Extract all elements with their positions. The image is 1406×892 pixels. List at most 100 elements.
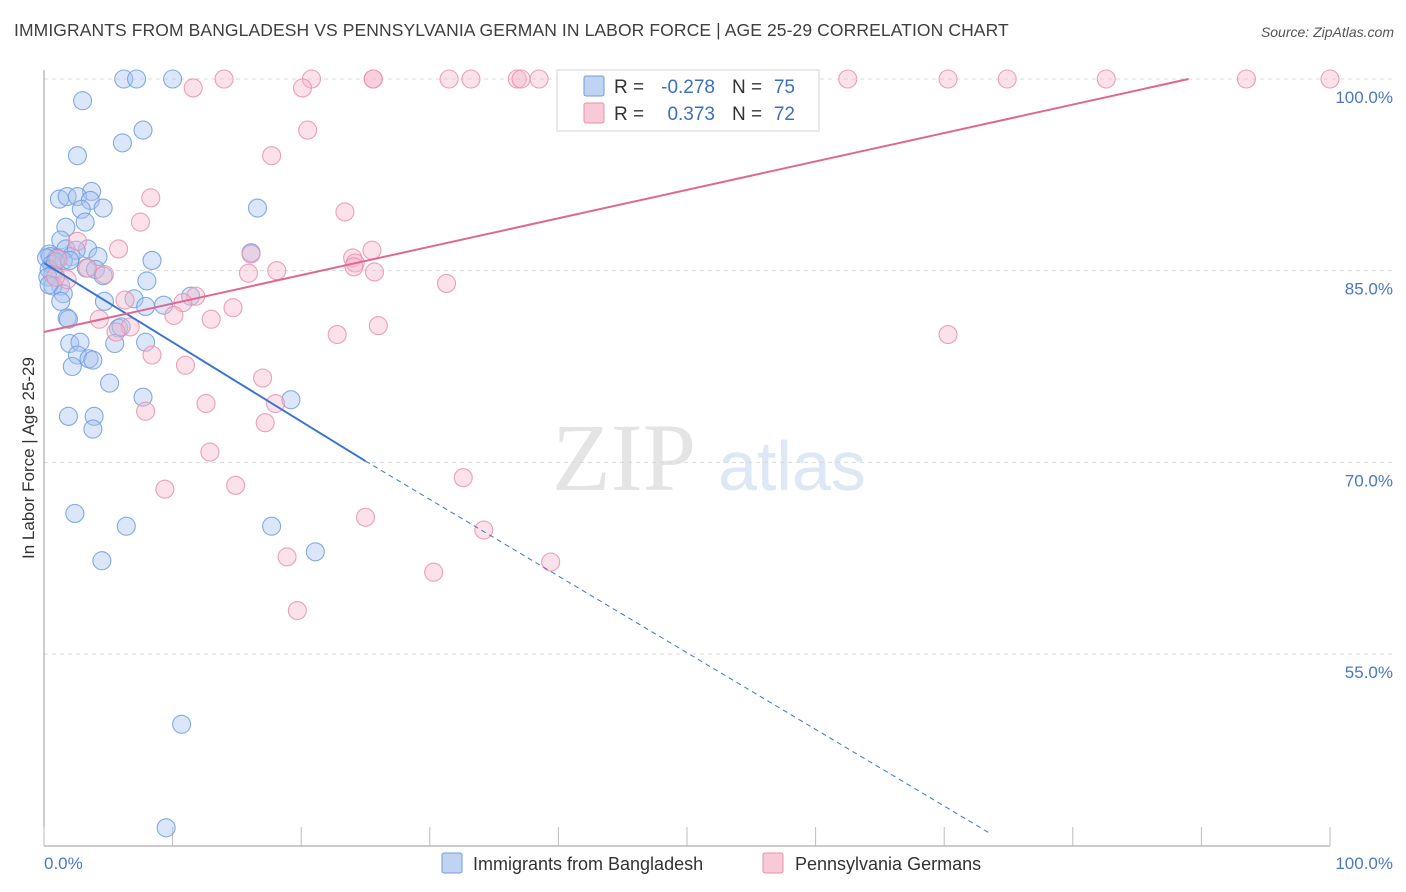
data-point-pennsylvania	[838, 69, 858, 89]
data-point-pennsylvania	[277, 547, 297, 567]
watermark-atlas: atlas	[718, 427, 866, 505]
data-point-bangladesh	[58, 406, 78, 426]
data-point-pennsylvania	[355, 507, 376, 527]
data-point-pennsylvania	[262, 146, 282, 166]
data-point-pennsylvania	[183, 78, 203, 98]
stats-n-value-pink: 72	[774, 104, 795, 125]
data-point-pennsylvania	[363, 69, 383, 89]
x-tick-label-max: 100.0%	[1335, 854, 1393, 873]
data-point-bangladesh	[137, 271, 157, 291]
data-point-pennsylvania	[362, 240, 382, 260]
data-point-pennsylvania	[461, 69, 481, 89]
data-point-pennsylvania	[201, 309, 221, 329]
data-point-pennsylvania	[141, 188, 161, 208]
data-point-bangladesh	[92, 551, 112, 571]
data-point-pennsylvania	[109, 239, 129, 259]
stats-n-label-blue: N =	[732, 77, 762, 98]
data-point-pennsylvania	[130, 212, 150, 232]
stats-n-value-blue: 75	[774, 77, 795, 98]
trend-lines	[43, 78, 1189, 834]
data-point-bangladesh	[116, 516, 136, 536]
data-point-bangladesh	[247, 198, 268, 218]
data-point-bangladesh	[112, 133, 132, 153]
stats-swatch-blue	[583, 75, 605, 97]
data-point-pennsylvania	[368, 316, 388, 336]
data-point-pennsylvania	[1320, 69, 1340, 89]
data-point-pennsylvania	[439, 69, 459, 89]
data-point-pennsylvania	[424, 562, 444, 582]
data-point-pennsylvania	[327, 325, 347, 345]
data-point-pennsylvania	[474, 520, 494, 540]
data-point-pennsylvania	[164, 305, 184, 325]
data-point-bangladesh	[281, 390, 301, 410]
data-point-bangladesh	[83, 419, 103, 439]
data-point-pennsylvania	[175, 355, 196, 375]
data-point-pennsylvania	[364, 262, 385, 282]
data-point-pennsylvania	[94, 264, 114, 285]
x-ticks	[43, 827, 1331, 846]
data-point-bangladesh	[172, 714, 192, 734]
data-point-bangladesh	[57, 187, 77, 207]
series-bangladesh-points	[37, 69, 325, 838]
data-point-bangladesh	[65, 503, 85, 523]
y-tick-label: 85.0%	[1345, 280, 1393, 299]
data-point-bangladesh	[163, 69, 183, 89]
gridlines	[44, 78, 1394, 655]
y-tick-label: 55.0%	[1345, 663, 1393, 682]
y-axis-title: In Labor Force | Age 25-29	[19, 357, 38, 559]
trend-line-pennsylvania	[43, 78, 1189, 333]
data-point-pennsylvania	[120, 317, 140, 337]
data-point-bangladesh	[71, 199, 91, 219]
data-point-pennsylvania	[255, 413, 275, 433]
watermark-zip: ZIP	[552, 404, 696, 511]
data-point-pennsylvania	[287, 601, 307, 621]
stats-legend: R = -0.278 N = 75 R = 0.373 N = 72	[556, 69, 820, 132]
data-point-pennsylvania	[106, 322, 126, 342]
stats-swatch-pink	[583, 102, 605, 124]
data-point-pennsylvania	[267, 261, 287, 281]
data-point-bangladesh	[53, 284, 73, 304]
data-point-pennsylvania	[938, 69, 958, 89]
x-tick-label-min: 0.0%	[44, 854, 83, 873]
data-point-bangladesh	[75, 212, 95, 232]
trend-line-bangladesh-extrapolated	[365, 460, 990, 834]
data-point-bangladesh	[136, 296, 156, 316]
data-point-bangladesh	[93, 266, 113, 286]
legend-swatch-pennsylvania	[762, 852, 784, 874]
series-pennsylvania-points	[46, 69, 1340, 621]
data-point-bangladesh	[39, 275, 59, 295]
data-point-bangladesh	[100, 373, 120, 393]
data-point-pennsylvania	[48, 249, 68, 269]
data-point-pennsylvania	[938, 325, 958, 345]
stats-r-value-blue: -0.278	[661, 77, 715, 98]
source-note: Source: ZipAtlas.com	[1260, 24, 1394, 40]
data-point-bangladesh	[127, 69, 147, 89]
data-point-pennsylvania	[1236, 69, 1256, 89]
data-point-pennsylvania	[142, 345, 162, 365]
data-point-bangladesh	[73, 91, 93, 111]
data-point-bangladesh	[133, 120, 153, 140]
stats-r-value-pink: 0.373	[667, 104, 715, 125]
y-tick-label: 70.0%	[1345, 471, 1393, 490]
data-point-pennsylvania	[1096, 69, 1116, 89]
stats-r-label-blue: R =	[614, 77, 644, 98]
data-point-bangladesh	[133, 387, 153, 407]
chart-title: IMMIGRANTS FROM BANGLADESH VS PENNSYLVAN…	[14, 20, 1009, 40]
data-point-bangladesh	[262, 516, 282, 536]
data-point-pennsylvania	[292, 78, 313, 98]
data-point-bangladesh	[56, 217, 76, 237]
data-point-pennsylvania	[253, 368, 273, 388]
y-tick-labels: 100.0% 85.0% 70.0% 55.0%	[1335, 88, 1393, 682]
data-point-pennsylvania	[67, 231, 87, 251]
data-point-pennsylvania	[997, 69, 1017, 89]
stats-r-label-pink: R =	[614, 104, 644, 125]
data-point-pennsylvania	[136, 401, 156, 421]
data-point-bangladesh	[60, 333, 80, 354]
data-point-bangladesh	[85, 259, 105, 279]
data-point-bangladesh	[156, 818, 176, 838]
data-point-pennsylvania	[511, 69, 531, 89]
data-point-pennsylvania	[78, 258, 98, 278]
data-point-pennsylvania	[223, 298, 243, 318]
data-point-bangladesh	[67, 146, 87, 166]
